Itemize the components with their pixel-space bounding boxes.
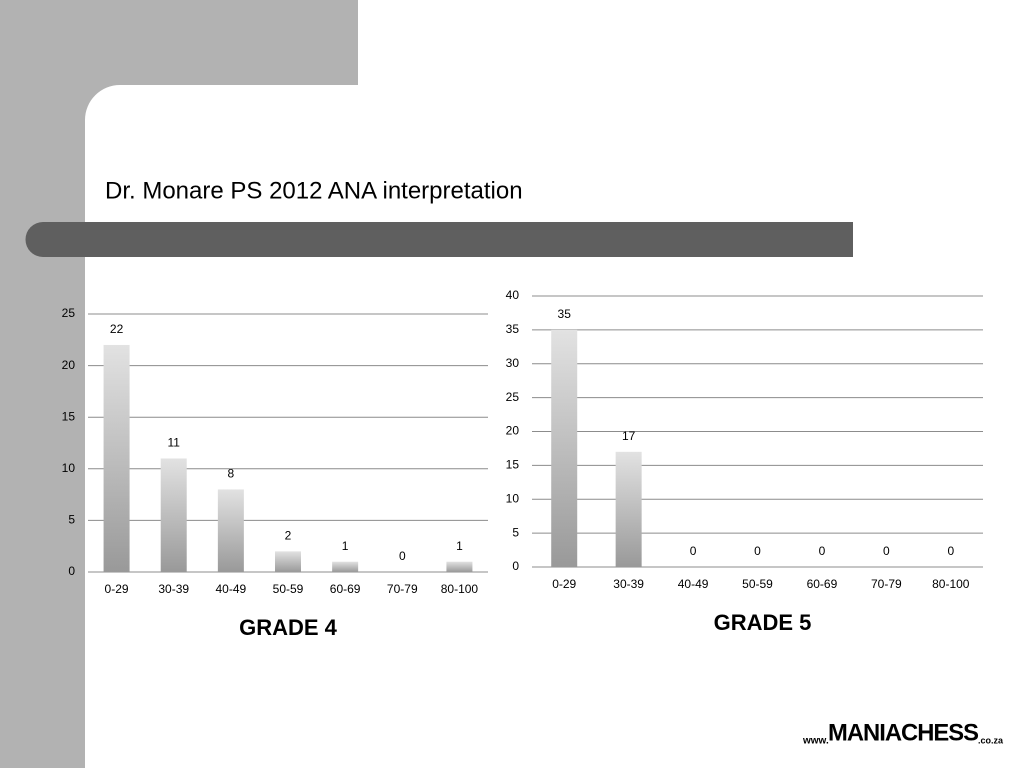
x-tick-label: 60-69 <box>330 582 361 596</box>
y-tick-label: 0 <box>68 564 75 578</box>
data-label: 1 <box>342 539 349 553</box>
x-tick-label: 0-29 <box>552 577 576 591</box>
y-tick-label: 15 <box>506 458 520 472</box>
x-tick-label: 60-69 <box>807 577 838 591</box>
x-tick-label: 0-29 <box>105 582 129 596</box>
y-tick-label: 5 <box>512 525 519 539</box>
y-tick-label: 0 <box>512 559 519 573</box>
x-tick-label: 30-39 <box>158 582 189 596</box>
x-tick-label: 40-49 <box>216 582 247 596</box>
x-tick-label: 70-79 <box>871 577 902 591</box>
data-label: 17 <box>622 429 636 443</box>
y-tick-label: 10 <box>62 461 76 475</box>
logo-prefix: www. <box>802 736 829 747</box>
data-label: 2 <box>285 529 292 543</box>
y-tick-label: 20 <box>62 358 76 372</box>
bar <box>217 489 244 572</box>
y-tick-label: 10 <box>506 491 520 505</box>
bar <box>551 329 578 567</box>
data-label: 35 <box>558 307 572 321</box>
slide-title: Dr. Monare PS 2012 ANA interpretation <box>105 177 523 204</box>
title-bar <box>25 222 853 257</box>
x-tick-label: 70-79 <box>387 582 418 596</box>
data-label: 0 <box>819 544 826 558</box>
x-tick-label: 30-39 <box>613 577 644 591</box>
data-label: 8 <box>228 467 235 481</box>
x-tick-label: 50-59 <box>742 577 773 591</box>
y-tick-label: 35 <box>506 322 520 336</box>
y-tick-label: 20 <box>506 424 520 438</box>
bar <box>275 551 301 572</box>
data-label: 0 <box>399 549 406 563</box>
chart-caption: GRADE 4 <box>239 615 338 640</box>
x-tick-label: 40-49 <box>678 577 709 591</box>
y-tick-label: 15 <box>62 409 76 423</box>
chart-caption: GRADE 5 <box>714 610 812 635</box>
y-tick-label: 5 <box>68 513 75 527</box>
data-label: 0 <box>690 544 697 558</box>
bar <box>446 561 473 572</box>
x-tick-label: 50-59 <box>273 582 304 596</box>
data-label: 0 <box>883 544 890 558</box>
bar <box>615 451 642 567</box>
top-block <box>0 0 358 120</box>
data-label: 22 <box>110 322 124 336</box>
y-tick-label: 40 <box>506 288 520 302</box>
bar <box>332 561 359 572</box>
data-label: 1 <box>456 539 463 553</box>
x-tick-label: 80-100 <box>932 577 970 591</box>
y-tick-label: 25 <box>62 306 76 320</box>
logo-name: MANIACHESS <box>828 719 979 746</box>
bar <box>103 344 130 572</box>
x-tick-label: 80-100 <box>441 582 479 596</box>
y-tick-label: 25 <box>506 390 520 404</box>
bar <box>160 458 187 572</box>
data-label: 0 <box>754 544 761 558</box>
logo-suffix: .co.za <box>978 735 1004 745</box>
data-label: 0 <box>947 544 954 558</box>
y-tick-label: 30 <box>506 356 520 370</box>
left-strip <box>0 0 85 768</box>
data-label: 11 <box>167 436 180 450</box>
logo: www. MANIACHESS .co.za <box>802 719 1004 746</box>
